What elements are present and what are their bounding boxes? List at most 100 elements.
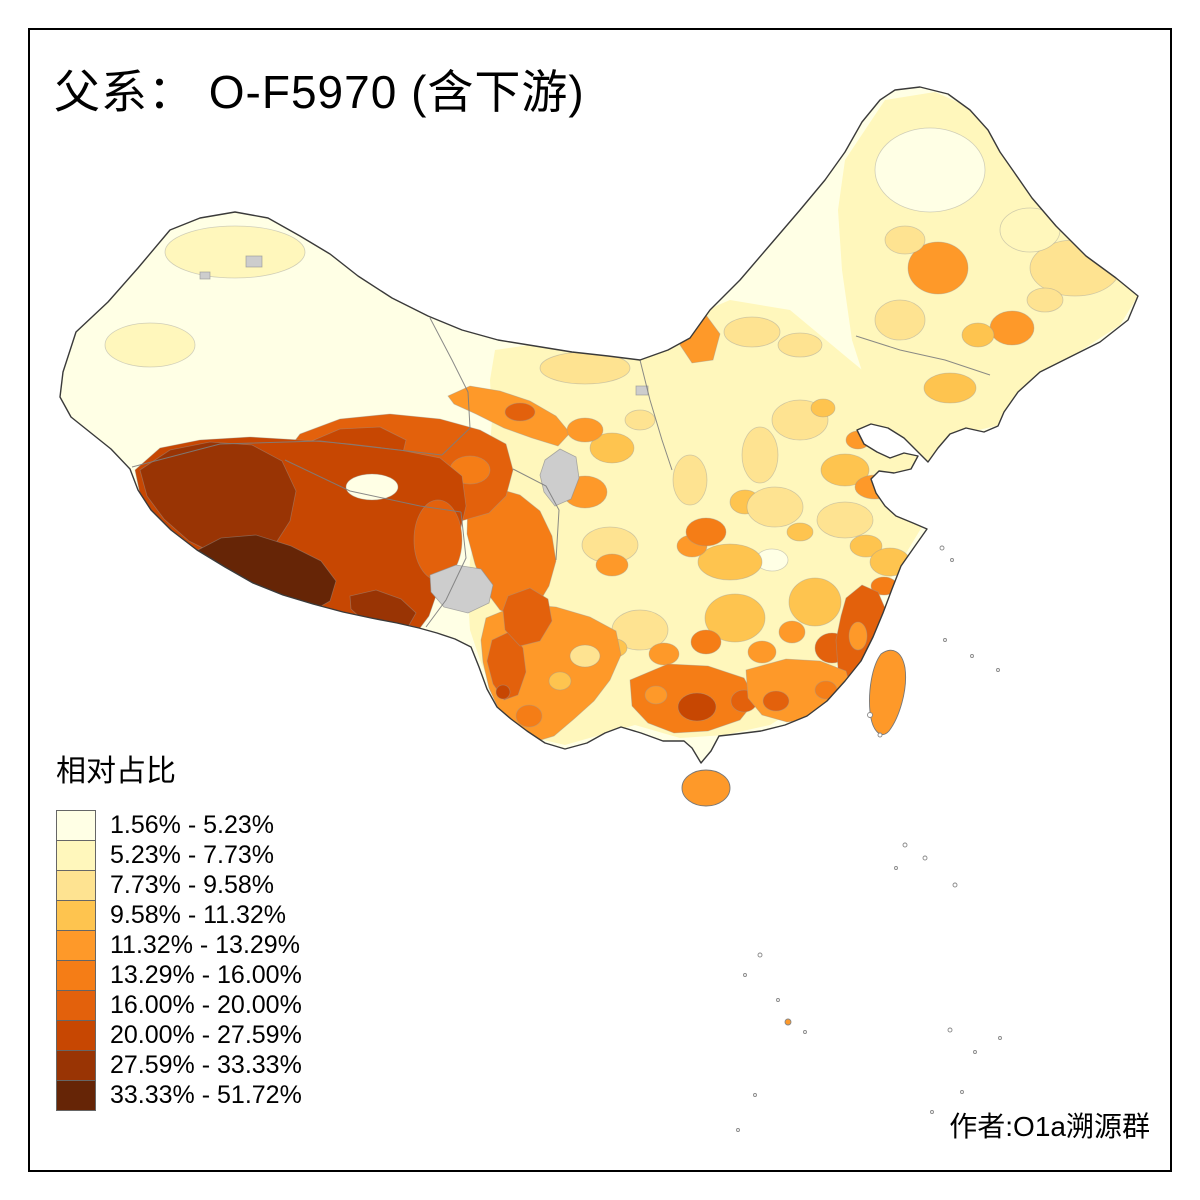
no-data-patch (245, 255, 263, 268)
patch (648, 642, 680, 666)
patch (810, 398, 836, 418)
island-speck (943, 638, 947, 642)
island-speck (922, 855, 928, 861)
legend-items: 1.56% - 5.23% 5.23% - 7.73% 7.73% - 9.58% 9… (56, 810, 302, 1111)
legend-item: 9.58% - 11.32% (56, 900, 302, 931)
patch (777, 332, 823, 358)
province-border-line (429, 317, 471, 456)
legend-label: 11.32% - 13.29% (110, 931, 300, 959)
north-china (672, 398, 896, 542)
legend-item: 11.32% - 13.29% (56, 930, 302, 961)
island-speck (867, 712, 873, 718)
patch (820, 453, 870, 487)
china-border (59, 86, 1139, 764)
patch (1026, 287, 1064, 313)
legend-swatch (56, 900, 96, 931)
patch (723, 316, 781, 348)
patch (747, 640, 777, 664)
island-speck (877, 732, 883, 738)
sea-islands (736, 545, 1002, 1132)
island-speck (930, 1110, 934, 1114)
legend-label: 33.33% - 51.72% (110, 1081, 302, 1109)
patch (845, 430, 871, 450)
province-borders (131, 317, 991, 628)
patch (644, 685, 668, 705)
no-data-patch (293, 215, 308, 226)
island-speck (753, 1093, 757, 1097)
patch (548, 671, 572, 691)
legend-swatch (56, 1020, 96, 1051)
legend-item: 20.00% - 27.59% (56, 1020, 302, 1051)
patch (690, 629, 722, 655)
patch (874, 127, 986, 213)
inner-mongolia (539, 314, 823, 385)
no-data-patch (635, 385, 649, 396)
island-speck (973, 1050, 977, 1054)
lake-patch (345, 473, 399, 501)
legend-item: 16.00% - 20.00% (56, 990, 302, 1021)
patch (907, 241, 969, 295)
patch (923, 372, 977, 404)
province-border-line (425, 511, 467, 628)
patch (778, 620, 806, 644)
island-speck (939, 545, 945, 551)
patch (104, 322, 196, 368)
patch (741, 426, 779, 484)
patch (685, 517, 727, 547)
legend-item: 7.73% - 9.58% (56, 870, 302, 901)
patch (139, 441, 297, 562)
province-border-line (512, 468, 560, 561)
legend-swatch (56, 870, 96, 901)
patch (999, 207, 1061, 253)
province-border-line (131, 440, 443, 468)
taiwan-island (869, 649, 907, 735)
patch (589, 432, 635, 464)
patch (502, 587, 553, 647)
hainan-island (681, 769, 731, 807)
province-border-line (855, 335, 991, 376)
legend-label: 5.23% - 7.73% (110, 841, 274, 869)
patch (814, 680, 838, 700)
legend-label: 16.00% - 20.00% (110, 991, 302, 1019)
legend-title: 相对占比 (56, 755, 176, 788)
patch (624, 409, 656, 431)
island-speck (970, 654, 974, 658)
island-speck (902, 842, 908, 848)
province-border-line (639, 359, 673, 471)
patch (697, 543, 763, 581)
no-data-patch (199, 271, 211, 280)
island-speck (803, 1030, 807, 1034)
legend-swatch (56, 1050, 96, 1081)
patch (704, 593, 766, 643)
legend-label: 9.58% - 11.32% (110, 901, 287, 929)
attribution: 作者:O1a溯源群 (949, 1111, 1150, 1142)
legend-label: 13.29% - 16.00% (110, 961, 302, 989)
patch (569, 644, 601, 668)
patch (848, 621, 868, 651)
patch (786, 522, 814, 542)
patch (961, 322, 995, 348)
patch (495, 684, 511, 700)
legend-item: 33.33% - 51.72% (56, 1080, 302, 1111)
patch (854, 474, 896, 500)
island-speck (952, 882, 958, 888)
patch (849, 534, 883, 558)
legend-item: 1.56% - 5.23% (56, 810, 302, 841)
legend-swatch (56, 990, 96, 1021)
patch (746, 486, 804, 528)
island-speck (960, 1090, 964, 1094)
island-speck (776, 998, 780, 1002)
legend: 相对占比 1.56% - 5.23% 5.23% - 7.73% 7.73% - 9… (56, 746, 302, 1111)
province-border-line (284, 459, 462, 513)
legend-label: 27.59% - 33.33% (110, 1051, 302, 1079)
no-data-patch (539, 448, 580, 507)
patch (884, 225, 926, 255)
island-speck (784, 1018, 792, 1026)
legend-item: 27.59% - 33.33% (56, 1050, 302, 1081)
legend-label: 7.73% - 9.58% (110, 871, 274, 899)
patch (816, 501, 874, 539)
legend-swatch (56, 930, 96, 961)
island-speck (998, 1036, 1002, 1040)
island-speck (950, 558, 954, 562)
